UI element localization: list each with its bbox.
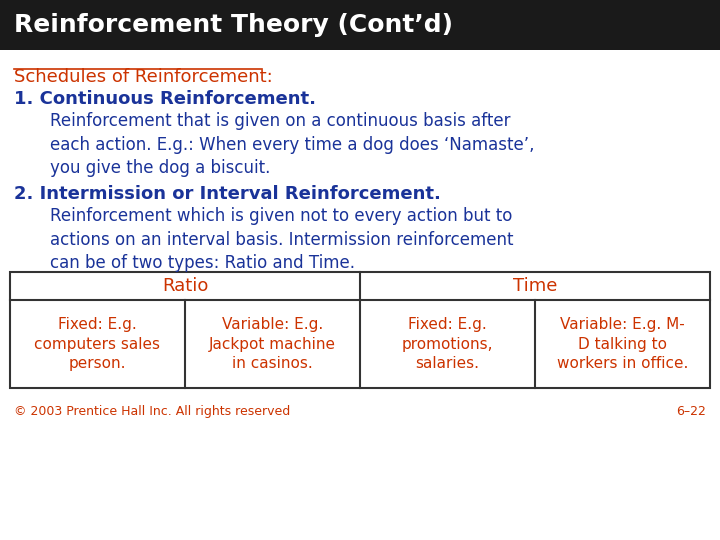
- Text: Reinforcement which is given not to every action but to
actions on an interval b: Reinforcement which is given not to ever…: [50, 207, 513, 272]
- Text: © 2003 Prentice Hall Inc. All rights reserved: © 2003 Prentice Hall Inc. All rights res…: [14, 405, 290, 418]
- Text: 1. Continuous Reinforcement.: 1. Continuous Reinforcement.: [14, 90, 316, 108]
- Text: Ratio: Ratio: [162, 277, 208, 295]
- Text: Fixed: E.g.
promotions,
salaries.: Fixed: E.g. promotions, salaries.: [402, 316, 493, 372]
- Text: Reinforcement that is given on a continuous basis after
each action. E.g.: When : Reinforcement that is given on a continu…: [50, 112, 534, 177]
- Text: 6–22: 6–22: [676, 405, 706, 418]
- Text: Schedules of Reinforcement:: Schedules of Reinforcement:: [14, 68, 273, 86]
- Text: Time: Time: [513, 277, 557, 295]
- Text: 2. Intermission or Interval Reinforcement.: 2. Intermission or Interval Reinforcemen…: [14, 185, 441, 203]
- Bar: [10, 272, 710, 388]
- Text: Reinforcement Theory (Cont’d): Reinforcement Theory (Cont’d): [14, 13, 453, 37]
- Text: Fixed: E.g.
computers sales
person.: Fixed: E.g. computers sales person.: [35, 316, 161, 372]
- Text: Variable: E.g. M-
D talking to
workers in office.: Variable: E.g. M- D talking to workers i…: [557, 316, 688, 372]
- Text: Variable: E.g.
Jackpot machine
in casinos.: Variable: E.g. Jackpot machine in casino…: [209, 316, 336, 372]
- FancyBboxPatch shape: [0, 0, 720, 50]
